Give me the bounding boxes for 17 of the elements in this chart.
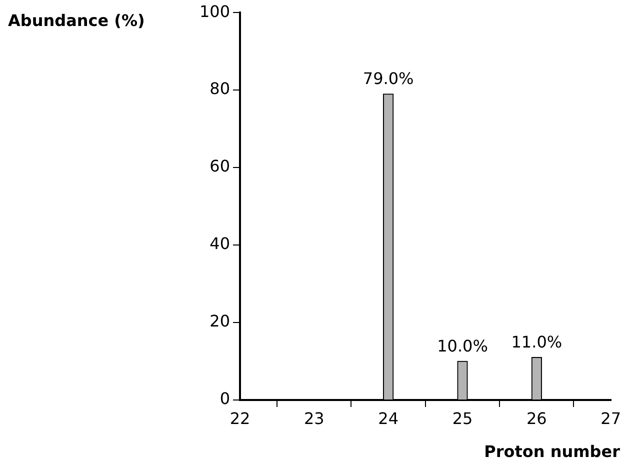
x-tick-label: 26	[526, 408, 547, 428]
y-tick-label: 60	[210, 156, 230, 176]
y-tick-label: 0	[220, 389, 230, 408]
x-tick-label: 27	[600, 408, 621, 428]
y-tick-label: 100	[199, 2, 230, 21]
x-tick-label: 24	[378, 408, 399, 428]
y-tick-label: 40	[210, 234, 230, 254]
y-tick-label: 20	[210, 312, 230, 331]
data-label: 79.0%	[362, 69, 414, 88]
data-label: 11.0%	[511, 332, 562, 352]
x-axis-title: Proton number	[484, 442, 620, 462]
y-tick-label: 80	[210, 79, 230, 98]
y-axis-title: Abundance (%)	[8, 11, 145, 30]
data-label: 10.0%	[437, 336, 488, 356]
x-tick-label: 23	[304, 408, 324, 428]
x-tick-label: 25	[452, 408, 473, 428]
x-tick-label: 22	[230, 408, 250, 428]
